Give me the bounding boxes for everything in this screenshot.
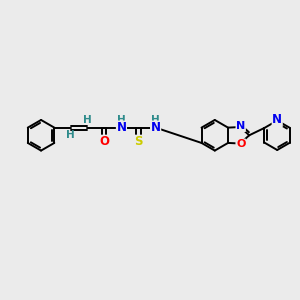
Text: N: N xyxy=(272,113,282,127)
Text: H: H xyxy=(151,115,160,125)
Text: N: N xyxy=(151,121,160,134)
Text: N: N xyxy=(116,121,126,134)
Text: S: S xyxy=(134,135,143,148)
Text: H: H xyxy=(117,115,126,125)
Text: N: N xyxy=(236,122,245,131)
Text: H: H xyxy=(65,130,74,140)
Text: O: O xyxy=(99,135,110,148)
Text: O: O xyxy=(236,139,245,149)
Text: H: H xyxy=(83,115,92,125)
